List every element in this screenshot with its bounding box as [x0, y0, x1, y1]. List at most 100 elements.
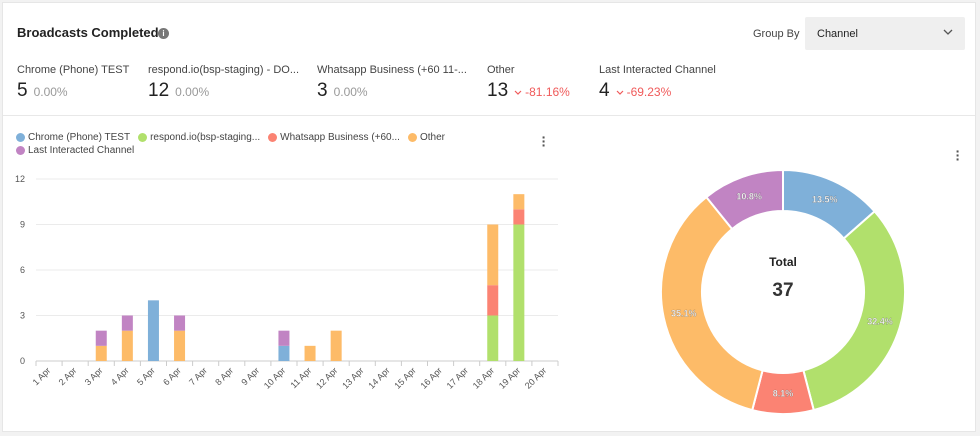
x-tick-label: 9 Apr: [239, 365, 261, 387]
legend-label: Whatsapp Business (+60...: [280, 132, 400, 143]
legend-dot-icon: [16, 133, 25, 142]
x-tick-label: 8 Apr: [213, 365, 235, 387]
legend-item[interactable]: Whatsapp Business (+60...: [268, 132, 400, 143]
bar-segment[interactable]: [121, 330, 133, 361]
legend-dot-icon: [16, 146, 25, 155]
x-tick-label: 5 Apr: [135, 365, 157, 387]
stat-item: Last Interacted Channel 4 -69.23%: [599, 64, 716, 102]
bar-segment[interactable]: [174, 330, 186, 361]
bar-segment[interactable]: [95, 345, 107, 361]
legend-dot-icon: [268, 133, 278, 142]
donut-center-value: 37: [772, 280, 793, 301]
divider: [3, 115, 975, 116]
x-tick-label: 15 Apr: [392, 365, 417, 390]
legend-item[interactable]: Other: [407, 132, 445, 143]
x-tick-label: 3 Apr: [83, 365, 105, 387]
stat-change: -69.23%: [626, 85, 672, 99]
bar-segment[interactable]: [278, 345, 290, 361]
x-tick-label: 1 Apr: [31, 365, 53, 387]
stat-value: 12: [148, 80, 170, 101]
stat-label: Chrome (Phone) TEST: [17, 64, 130, 76]
stat-change: 0.00%: [175, 85, 210, 99]
donut-chart-menu-icon[interactable]: · · ·: [955, 143, 961, 167]
group-by-value: Channel: [817, 28, 858, 40]
y-tick-label: 12: [15, 174, 25, 184]
stat-label: respond.io(bsp-staging) - DO...: [148, 64, 300, 76]
info-icon[interactable]: i: [158, 28, 169, 39]
x-tick-label: 7 Apr: [187, 365, 209, 387]
slice-label: 35.1%: [671, 308, 697, 318]
group-by-select[interactable]: Channel: [805, 17, 965, 50]
slice-label: 13.5%: [812, 195, 838, 205]
stat-item: Other 13 -81.16%: [487, 64, 570, 102]
x-tick-label: 10 Apr: [262, 365, 287, 390]
donut-slice[interactable]: [802, 209, 906, 412]
slice-label: 8.1%: [773, 389, 794, 399]
group-by-label: Group By: [753, 28, 800, 40]
x-tick-label: 12 Apr: [314, 365, 339, 390]
bar-segment[interactable]: [95, 330, 107, 346]
donut-slice[interactable]: [660, 195, 764, 412]
chevron-down-icon: [943, 29, 953, 35]
bar-segment[interactable]: [487, 285, 499, 316]
stat-item: Whatsapp Business (+60 11-... 3 0.00%: [317, 64, 467, 102]
x-tick-label: 17 Apr: [445, 365, 470, 390]
y-tick-label: 0: [20, 356, 25, 366]
bar-segment[interactable]: [121, 315, 133, 331]
chart-legend: Chrome (Phone) TEST respond.io(bsp-stagin…: [16, 132, 486, 156]
stat-label: Other: [487, 64, 515, 76]
legend-label: Chrome (Phone) TEST: [28, 132, 131, 143]
legend-item[interactable]: Last Interacted Channel: [16, 145, 134, 156]
legend-dot-icon: [138, 133, 148, 142]
x-tick-label: 19 Apr: [497, 365, 522, 390]
bar-segment[interactable]: [278, 330, 290, 346]
stat-change: -81.16%: [525, 85, 570, 99]
stat-value: 13: [487, 80, 509, 101]
trend-down-icon: [514, 90, 522, 95]
bar-segment[interactable]: [304, 345, 316, 361]
legend-dot-icon: [407, 133, 417, 142]
bar-segment[interactable]: [513, 209, 525, 225]
legend-label: Last Interacted Channel: [28, 145, 135, 156]
bar-segment[interactable]: [330, 330, 342, 361]
stat-label: Whatsapp Business (+60 11-...: [317, 64, 467, 76]
x-tick-label: 20 Apr: [523, 365, 548, 390]
x-tick-label: 4 Apr: [109, 365, 131, 387]
card-title: Broadcasts Completed: [17, 25, 159, 40]
stat-change: 0.00%: [33, 85, 68, 99]
bar-chart-menu-icon[interactable]: · · ·: [541, 129, 547, 153]
bar-segment[interactable]: [487, 315, 499, 362]
donut-center-label: Total: [769, 255, 797, 269]
donut-slice[interactable]: [751, 369, 815, 415]
legend-label: respond.io(bsp-staging...: [150, 132, 261, 143]
stat-value: 5: [17, 80, 28, 101]
stat-value: 4: [599, 80, 610, 101]
slice-label: 32.4%: [867, 317, 893, 327]
slice-label: 10.8%: [736, 191, 762, 201]
donut-slice[interactable]: [782, 168, 876, 240]
x-tick-label: 11 Apr: [288, 365, 313, 390]
y-tick-label: 9: [20, 220, 25, 230]
bar-segment[interactable]: [147, 300, 159, 361]
x-tick-label: 2 Apr: [57, 365, 79, 387]
bar-segment[interactable]: [513, 224, 525, 362]
bar-segment[interactable]: [174, 315, 186, 331]
x-tick-label: 6 Apr: [161, 365, 183, 387]
bar-segment[interactable]: [487, 224, 499, 286]
stat-label: Last Interacted Channel: [599, 64, 716, 76]
stat-item: respond.io(bsp-staging) - DO... 12 0.00%: [148, 64, 299, 102]
stat-value: 3: [317, 80, 328, 101]
stat-item: Chrome (Phone) TEST 5 0.00%: [17, 64, 129, 102]
donut-slice[interactable]: [704, 168, 784, 231]
legend-label: Other: [419, 132, 445, 143]
stat-change: 0.00%: [333, 85, 368, 99]
bar-segment[interactable]: [513, 194, 525, 210]
x-tick-label: 16 Apr: [418, 365, 443, 390]
legend-item[interactable]: Chrome (Phone) TEST: [16, 132, 130, 143]
x-tick-label: 13 Apr: [340, 365, 365, 390]
trend-down-icon: [616, 90, 624, 95]
legend-item[interactable]: respond.io(bsp-staging...: [138, 132, 260, 143]
y-tick-label: 6: [20, 265, 25, 275]
x-tick-label: 14 Apr: [366, 365, 391, 390]
